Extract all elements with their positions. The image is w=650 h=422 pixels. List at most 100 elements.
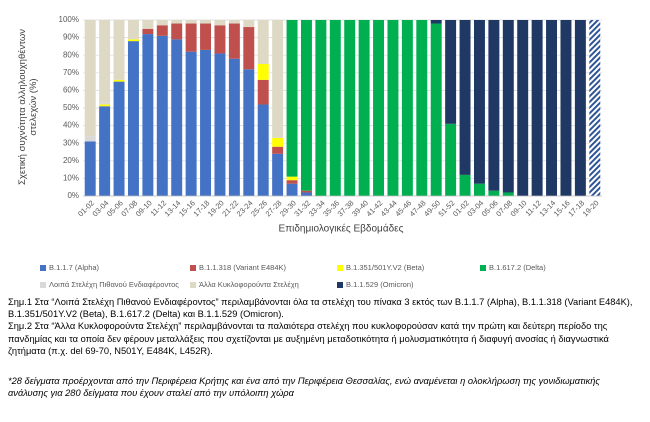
bar-segment	[358, 20, 370, 196]
legend-label: B.1.1.7 (Alpha)	[49, 263, 100, 272]
bar-segment	[243, 69, 255, 196]
legend-swatch	[337, 282, 343, 288]
bar-segment	[401, 20, 413, 196]
bar-segment	[185, 20, 197, 24]
y-tick-label: 50%	[63, 103, 79, 112]
bar-segment	[99, 104, 111, 107]
bar-segment	[127, 41, 139, 197]
bar-segment	[228, 58, 240, 196]
y-tick-label: 40%	[63, 121, 79, 130]
y-tick-label: 30%	[63, 138, 79, 147]
bar-segment	[171, 20, 183, 24]
bar-segment	[445, 20, 457, 124]
bar-segment	[257, 79, 269, 105]
note: Σημ.1 Στα “Λοιπά Στελέχη Πιθανού Ενδιαφέ…	[8, 297, 633, 320]
bar-segment	[127, 39, 139, 42]
y-tick-label: 0%	[67, 191, 79, 200]
bar-segment	[517, 20, 529, 196]
legend-label: B.1.351/501Y.V2 (Beta)	[346, 263, 425, 272]
legend-swatch	[337, 265, 343, 271]
bar-segment	[156, 25, 168, 36]
bar-segment	[546, 20, 558, 196]
y-tick-label: 10%	[63, 174, 79, 183]
bar-segment	[387, 20, 399, 196]
bar-segment	[257, 64, 269, 80]
legend-label: B.1.1.318 (Variant E484K)	[199, 263, 286, 272]
bar-segment	[84, 141, 96, 196]
bar-segment	[200, 20, 212, 24]
legend-label: B.1.1.529 (Omicron)	[346, 280, 414, 289]
bar-segment	[84, 20, 96, 137]
bar-segment	[300, 192, 312, 196]
bar-segment	[430, 23, 442, 196]
y-tick-label: 70%	[63, 68, 79, 77]
bar-segment	[257, 20, 269, 64]
bar-segment	[127, 20, 139, 40]
bar-segment	[445, 123, 457, 196]
bar-segment	[200, 23, 212, 50]
bar-segment	[473, 183, 485, 196]
notes: Σημ.1 Στα “Λοιπά Στελέχη Πιθανού Ενδιαφέ…	[8, 296, 640, 399]
bar-segment	[214, 20, 226, 26]
legend-swatch	[480, 265, 486, 271]
bar-segment	[315, 20, 327, 196]
bar-segment	[300, 190, 312, 193]
bar-segment	[502, 192, 514, 196]
bar-segment	[488, 190, 500, 196]
bar-segment	[142, 28, 154, 35]
bar-segment	[560, 20, 572, 196]
y-tick-label: 100%	[59, 15, 79, 24]
bar-segment	[214, 25, 226, 54]
bar-segment	[185, 51, 197, 197]
bar-segment	[113, 81, 125, 196]
bar-segment	[171, 23, 183, 40]
bar-segment	[142, 20, 154, 29]
bar-segment	[142, 34, 154, 196]
bar-segment	[286, 183, 298, 196]
y-tick-label: 90%	[63, 33, 79, 42]
bar-segment	[99, 106, 111, 196]
bar-segment	[171, 39, 183, 196]
legend-swatch	[190, 282, 196, 288]
bar-segment	[156, 20, 168, 26]
bar-segment	[243, 27, 255, 70]
y-axis-title: Σχετική συχνότητα αλληλουχηθέντων στελεχ…	[17, 28, 39, 186]
bar-segment	[286, 176, 298, 181]
bar-segment	[300, 20, 312, 191]
bar-segment	[502, 20, 514, 193]
bar-segment	[99, 102, 111, 105]
bar-segment	[257, 104, 269, 196]
bar-segment	[459, 20, 471, 175]
bar-segment	[416, 20, 428, 196]
chart: Επιδημιολογικές Εβδομάδες 0% 10% 20% 30% 40%…	[40, 15, 602, 289]
y-tick-label: 60%	[63, 86, 79, 95]
legend-swatch	[40, 282, 46, 288]
bar-segment	[286, 20, 298, 177]
x-tick-label: 19-20	[581, 198, 601, 218]
bar-segment	[214, 53, 226, 196]
bar-segment	[473, 20, 485, 184]
x-axis-title: Επιδημιολογικές Εβδομάδες	[279, 223, 404, 235]
bar-segment	[286, 180, 298, 184]
note: Σημ.2 Στα “Άλλα Κυκλοφορούντα Στελέχη” π…	[8, 321, 609, 356]
legend-swatch	[190, 265, 196, 271]
bar-segment	[228, 20, 240, 24]
note: *28 δείγματα προέρχονται από την Περιφέρ…	[8, 376, 600, 399]
bar-segment	[156, 35, 168, 197]
bar-segment	[272, 153, 284, 196]
bar-segment	[344, 20, 356, 196]
bar-segment	[272, 137, 284, 147]
bar-segment	[113, 20, 125, 80]
bar-segment	[373, 20, 385, 196]
legend-label: Λοιπά Στελέχη Πιθανού Ενδιαφέροντος	[49, 280, 179, 289]
bar-segment	[84, 136, 96, 142]
legend-label: B.1.617.2 (Delta)	[489, 263, 546, 272]
bar-segment	[272, 20, 284, 138]
bar-segment	[113, 79, 125, 82]
bar-segment	[430, 20, 442, 24]
bar-segment	[488, 20, 500, 191]
bar-segment	[185, 23, 197, 52]
bar-segment	[574, 20, 586, 196]
bar-segment	[459, 174, 471, 196]
